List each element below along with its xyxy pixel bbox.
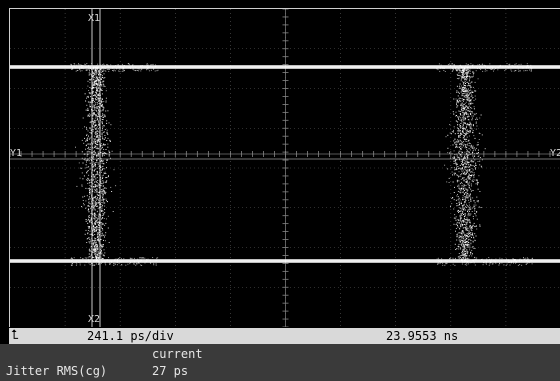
- cursor-x1-label: X1: [88, 13, 101, 24]
- measurement-name[interactable]: Jitter RMS(cg): [6, 364, 108, 378]
- measurement-value: 27 ps: [152, 364, 189, 378]
- measurement-panel: current Jitter RMS(cg) 27 ps: [0, 344, 560, 381]
- eye-crossing-scatter: [70, 63, 159, 266]
- ground-reference-icon[interactable]: ⮤: [11, 328, 19, 343]
- horizontal-position-readout[interactable]: 23.9553 ns: [386, 329, 459, 343]
- measurement-column-header: current: [152, 347, 203, 361]
- timebase-status-bar: ⮤ 241.1 ps/div 23.9553 ns: [9, 328, 560, 344]
- eye-crossing-scatter: [436, 63, 533, 266]
- cursor-y2-label: Y2: [550, 148, 560, 159]
- timebase-readout[interactable]: 241.1 ps/div: [87, 329, 174, 343]
- cursor-y1-label: Y1: [10, 148, 23, 159]
- eye-diagram-display[interactable]: X1 X2 Y1 Y2: [9, 8, 560, 327]
- waveform-canvas: [10, 9, 560, 327]
- cursor-x2-label: X2: [88, 314, 101, 325]
